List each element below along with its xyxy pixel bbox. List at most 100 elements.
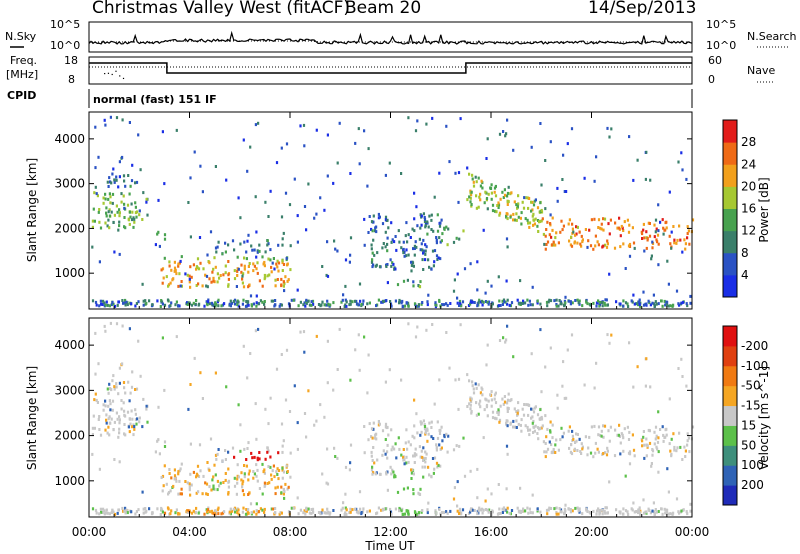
velocity-cell: [129, 422, 132, 426]
velocity-cell: [344, 465, 348, 469]
power-cell: [471, 300, 474, 304]
power-cell: [111, 192, 115, 196]
power-cell: [686, 225, 689, 229]
velocity-cell: [564, 509, 567, 513]
freq-trace: [89, 62, 692, 80]
power-cell: [675, 241, 678, 245]
velocity-cell: [168, 468, 171, 471]
power-cell: [536, 224, 539, 228]
power-cell: [177, 262, 180, 266]
velocity-cell: [310, 508, 313, 511]
velocity-cell: [287, 485, 290, 489]
velocity-cell: [649, 385, 652, 389]
power-cell: [137, 300, 140, 304]
power-cell: [649, 303, 652, 307]
power-cell: [270, 270, 273, 274]
power-cell: [134, 304, 137, 308]
velocity-cell: [510, 509, 514, 512]
velocity-cell: [366, 510, 369, 514]
velocity-cell: [686, 443, 689, 447]
velocity-cell: [402, 487, 406, 491]
power-cell: [207, 298, 210, 302]
power-cell: [572, 230, 575, 234]
power-cell: [340, 300, 343, 304]
velocity-cell: [439, 447, 442, 451]
velocity-cell: [517, 409, 520, 413]
y-tick-label: 3000: [54, 177, 85, 191]
power-cell: [197, 267, 201, 271]
velocity-cell: [509, 512, 512, 516]
power-cell: [502, 196, 505, 199]
power-cell: [138, 213, 141, 217]
velocity-cell: [223, 510, 226, 514]
velocity-cell: [561, 384, 564, 388]
velocity-cell: [441, 511, 444, 514]
power-cell: [225, 178, 228, 182]
power-cell: [638, 298, 641, 302]
velocity-cell: [130, 385, 134, 389]
velocity-cell: [169, 489, 172, 493]
velocity-cell: [249, 352, 252, 355]
power-cell: [405, 248, 408, 252]
velocity-cell: [571, 429, 574, 433]
power-cell: [173, 269, 176, 273]
velocity-cell: [325, 481, 328, 485]
power-cell: [124, 303, 127, 307]
power-cell: [266, 243, 269, 247]
power-cell: [239, 216, 242, 220]
velocity-cell: [486, 414, 489, 418]
velocity-cell: [208, 510, 211, 514]
power-cell: [332, 181, 335, 185]
velocity-cell: [214, 473, 217, 477]
power-cell: [286, 262, 289, 266]
power-cell: [245, 250, 248, 254]
velocity-cell: [192, 509, 195, 513]
velocity-cell: [416, 512, 419, 516]
velocity-cell: [243, 475, 246, 479]
power-cell: [128, 121, 131, 124]
velocity-cell: [476, 467, 479, 471]
power-cell: [569, 302, 572, 306]
power-cell: [620, 224, 623, 228]
velocity-cell: [267, 422, 270, 426]
power-cell: [630, 299, 633, 303]
velocity-cell: [504, 340, 507, 344]
power-cell: [255, 304, 258, 308]
power-cell: [530, 209, 533, 213]
velocity-cell: [285, 464, 288, 468]
power-cell: [273, 267, 276, 271]
velocity-cell: [496, 410, 499, 414]
velocity-cell: [537, 437, 540, 441]
colorbar-swatch: [723, 252, 737, 276]
velocity-cell: [654, 437, 657, 441]
power-cell: [657, 242, 660, 246]
velocity-cell: [123, 509, 126, 513]
velocity-cell: [580, 452, 583, 455]
velocity-cell: [421, 455, 424, 459]
velocity-cell: [602, 508, 605, 512]
velocity-cell: [264, 407, 267, 411]
power-cell: [386, 263, 389, 266]
power-cell: [438, 236, 441, 240]
velocity-cell: [462, 436, 465, 440]
velocity-cell: [161, 510, 164, 514]
power-cell: [481, 186, 484, 190]
power-cell: [270, 265, 273, 269]
velocity-cell: [117, 508, 120, 512]
velocity-cell: [263, 510, 266, 514]
power-cell: [524, 217, 527, 221]
velocity-cell: [460, 512, 463, 516]
power-cell: [210, 280, 213, 284]
power-cell: [627, 244, 631, 248]
power-cell: [257, 121, 260, 125]
velocity-cell: [574, 506, 577, 510]
velocity-cell: [251, 456, 254, 460]
power-cell: [389, 258, 392, 262]
velocity-cell: [102, 408, 105, 412]
velocity-cell: [281, 450, 284, 454]
power-cell: [113, 304, 117, 308]
velocity-cell: [595, 361, 598, 365]
velocity-cell: [642, 498, 645, 502]
power-cell: [276, 265, 279, 269]
power-cell: [367, 231, 370, 234]
